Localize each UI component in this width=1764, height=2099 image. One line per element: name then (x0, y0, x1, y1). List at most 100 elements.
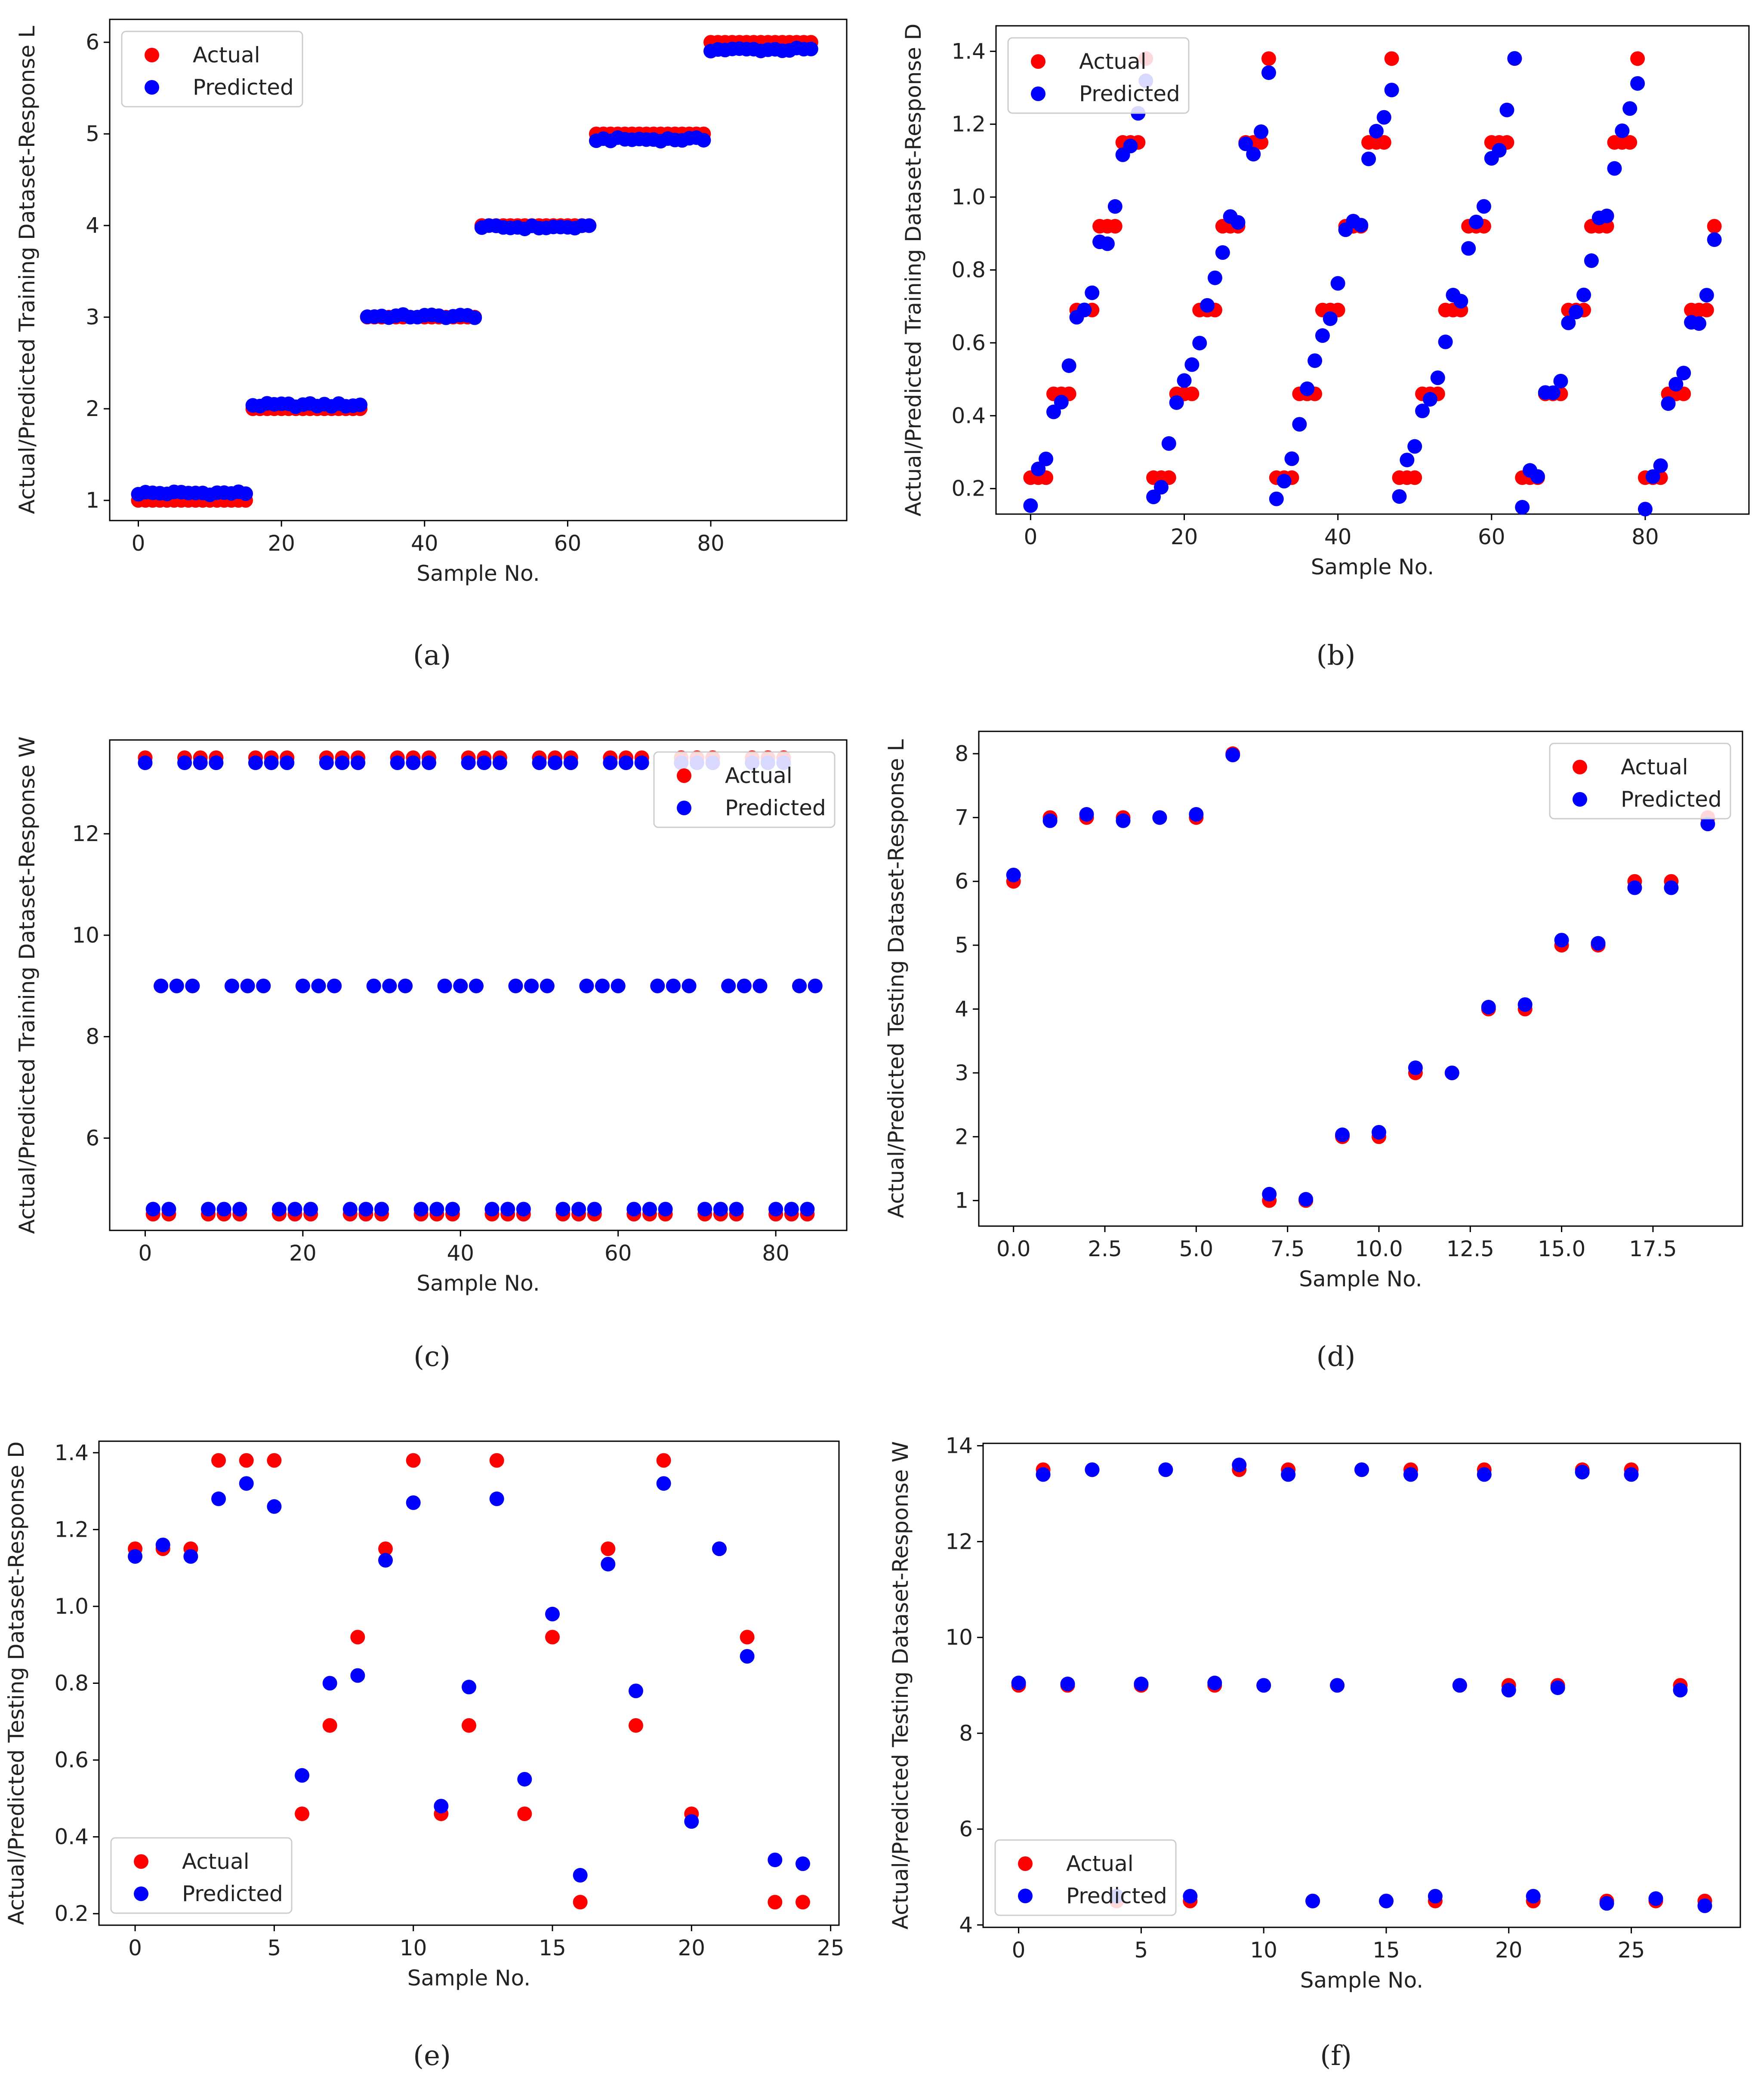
predicted-point (1116, 813, 1131, 828)
predicted-point (1477, 1467, 1492, 1482)
legend: Actual Predicted (653, 751, 836, 828)
panel-label: (f) (1320, 2040, 1352, 2072)
y-tick-label: 5 (86, 121, 99, 146)
predicted-point (1330, 276, 1345, 291)
panel-label: (e) (413, 2040, 451, 2072)
actual-point (462, 1718, 476, 1733)
predicted-point (768, 1202, 783, 1217)
y-tick-label: 2 (86, 396, 99, 421)
predicted-point (1461, 241, 1476, 256)
predicted-point (1638, 502, 1653, 517)
predicted-point (390, 755, 405, 771)
predicted-point (429, 1202, 444, 1217)
predicted-point (1530, 469, 1545, 484)
predicted-point (1292, 417, 1307, 432)
x-axis-label: Sample No. (416, 1271, 540, 1296)
legend-actual-marker (134, 1854, 148, 1869)
predicted-point (1225, 747, 1240, 762)
legend-actual-label: Actual (1066, 1851, 1134, 1876)
predicted-point (240, 978, 255, 993)
predicted-point (350, 1668, 365, 1683)
predicted-point (1006, 867, 1021, 882)
predicted-point (303, 1202, 318, 1217)
legend-actual-marker (1018, 1856, 1033, 1871)
predicted-point (1407, 439, 1422, 454)
predicted-point (1550, 1680, 1565, 1695)
y-axis-label: Actual/Predicted Testing Dataset-Respons… (888, 1441, 913, 1929)
predicted-point (462, 1680, 476, 1695)
predicted-point (351, 755, 366, 771)
legend-actual-marker (1031, 54, 1045, 69)
predicted-point (239, 1476, 254, 1491)
x-tick-label: 15 (1372, 1938, 1400, 1963)
actual-point (1630, 51, 1645, 66)
predicted-point (579, 978, 594, 993)
predicted-point (611, 978, 626, 993)
predicted-point (555, 1202, 571, 1217)
legend-predicted-marker (1031, 86, 1045, 101)
y-tick-label: 5 (955, 933, 968, 958)
predicted-point (517, 1772, 532, 1787)
y-tick-label: 1.4 (54, 1440, 89, 1465)
predicted-point (563, 755, 578, 771)
predicted-point (1403, 1467, 1418, 1482)
y-tick-label: 3 (955, 1060, 968, 1085)
chart-b: 0 20 40 60 80 0.2 0.4 0.6 0.8 1.0 1.2 1.4 Sample No.… (901, 24, 1750, 672)
predicted-point (1308, 353, 1323, 368)
predicted-point (713, 1202, 728, 1217)
predicted-point (1444, 1065, 1459, 1080)
predicted-point (1408, 1060, 1423, 1075)
actual-point (1622, 135, 1638, 150)
predicted-point (1630, 76, 1645, 91)
predicted-point (1284, 451, 1299, 466)
predicted-point (1392, 489, 1407, 504)
predicted-point (216, 1202, 231, 1217)
x-tick-label: 17.5 (1629, 1236, 1677, 1261)
predicted-point (1134, 1677, 1149, 1692)
x-tick-label: 15.0 (1538, 1236, 1585, 1261)
legend-actual-label: Actual (182, 1849, 250, 1874)
predicted-point (1298, 1192, 1314, 1207)
predicted-point (740, 1649, 755, 1664)
predicted-point (1607, 161, 1622, 176)
predicted-point (1207, 270, 1222, 285)
predicted-point (1361, 151, 1376, 166)
predicted-point (684, 1814, 699, 1829)
predicted-point (1369, 123, 1384, 139)
predicted-point (1261, 65, 1276, 80)
x-axis-label: Sample No. (1299, 1267, 1422, 1291)
actual-point (239, 1453, 254, 1468)
actual-point (1184, 386, 1200, 401)
predicted-point (532, 755, 547, 771)
x-tick-label: 15 (539, 1936, 566, 1960)
predicted-point (271, 1202, 287, 1217)
predicted-point (682, 978, 697, 993)
y-tick-label: 6 (955, 869, 968, 894)
predicted-point (382, 978, 397, 993)
x-tick-label: 0 (139, 1241, 152, 1266)
predicted-point (1039, 451, 1054, 466)
predicted-point (319, 755, 334, 771)
x-axis-label: Sample No. (1311, 555, 1434, 579)
predicted-point (1624, 1467, 1639, 1482)
x-tick-label: 10 (400, 1936, 427, 1960)
predicted-point (1060, 1677, 1075, 1692)
predicted-point (295, 978, 310, 993)
predicted-point (1691, 316, 1706, 331)
y-tick-label: 8 (955, 741, 968, 766)
actual-point (656, 1453, 671, 1468)
predicted-point (1515, 499, 1530, 515)
actual-point (768, 1895, 783, 1910)
x-tick-label: 12.5 (1446, 1236, 1494, 1261)
predicted-point (1676, 366, 1691, 381)
predicted-point (1622, 101, 1638, 116)
y-tick-label: 10 (945, 1625, 973, 1650)
predicted-point (595, 978, 610, 993)
predicted-point (1079, 807, 1094, 822)
y-tick-label: 0.4 (951, 403, 986, 428)
predicted-point (1576, 287, 1591, 302)
predicted-point (201, 1202, 216, 1217)
y-tick-label: 0.6 (951, 330, 986, 355)
predicted-point (1428, 1889, 1443, 1904)
predicted-point (1169, 395, 1184, 410)
